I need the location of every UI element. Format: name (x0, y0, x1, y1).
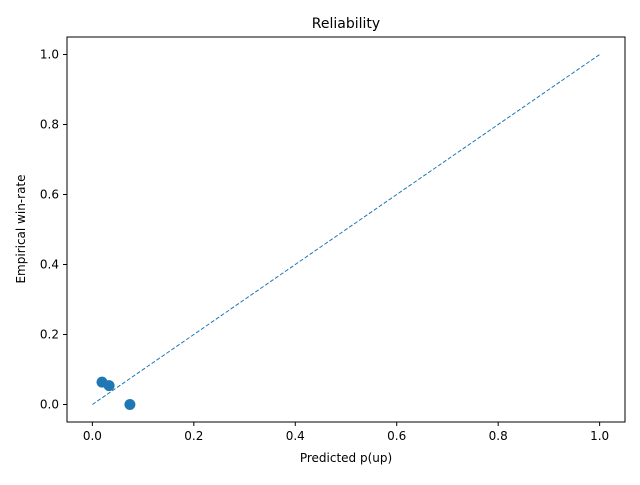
y-tick-label: 1.0 (40, 48, 59, 62)
x-axis-label: Predicted p(up) (300, 451, 392, 465)
chart-title: Reliability (312, 16, 380, 32)
data-point-2 (103, 380, 115, 392)
axes: 0.0 0.2 0.4 0.6 0.8 1.0 0.0 0.2 0.4 0.6 0.8 1.0 (40, 36, 626, 443)
y-tick-label: 0.2 (40, 328, 59, 342)
y-axis-label: Empirical win-rate (14, 174, 28, 283)
y-tick-label: 0.0 (40, 398, 59, 412)
x-tick-label: 0.6 (387, 429, 406, 443)
y-tick-label: 0.8 (40, 118, 59, 132)
x-tick-label: 0.8 (489, 429, 508, 443)
data-point-3 (124, 399, 136, 410)
y-tick-label: 0.4 (40, 258, 59, 272)
x-tick-label: 1.0 (590, 429, 609, 443)
x-tick-label: 0.4 (286, 429, 305, 443)
y-tick-label: 0.6 (40, 188, 59, 202)
reference-diagonal-line (92, 54, 600, 405)
axes-frame (66, 36, 626, 423)
x-tick-label: 0.0 (83, 429, 102, 443)
x-tick-label: 0.2 (184, 429, 203, 443)
plot-area (92, 54, 600, 410)
